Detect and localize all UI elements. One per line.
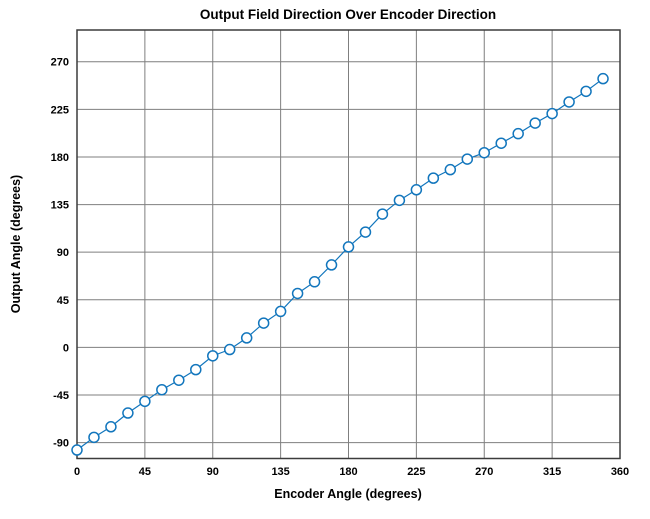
x-tick-label: 90 [207, 466, 219, 478]
data-point-marker [529, 117, 541, 129]
x-tick-label: 225 [407, 466, 425, 478]
y-tick-label: -90 [53, 438, 69, 450]
data-point-marker [291, 287, 304, 300]
x-tick-label: 0 [74, 466, 80, 478]
data-point-marker [512, 127, 524, 140]
data-point-marker [597, 72, 609, 85]
data-point-marker [71, 444, 83, 456]
y-tick-label: 180 [51, 152, 69, 164]
y-tick-label: -45 [53, 390, 69, 402]
y-axis-label: Output Angle (degrees) [9, 174, 23, 314]
data-point-marker [122, 407, 134, 419]
y-tick-label: 135 [51, 200, 69, 212]
data-point-marker [342, 241, 355, 253]
data-point-marker [461, 153, 474, 165]
y-tick-label: 270 [51, 57, 69, 69]
chart-title: Output Field Direction Over Encoder Dire… [199, 7, 497, 22]
x-tick-label: 270 [475, 466, 493, 478]
x-tick-label: 45 [139, 466, 151, 478]
data-point-marker [190, 363, 202, 376]
y-tick-label: 45 [57, 295, 69, 307]
data-point-marker [444, 163, 457, 176]
data-point-marker [173, 374, 185, 386]
x-tick-label: 315 [543, 466, 561, 478]
data-point-marker [139, 395, 151, 408]
data-point-marker [393, 194, 406, 207]
y-tick-label: 225 [51, 104, 69, 116]
data-point-marker [478, 146, 490, 159]
y-tick-label: 90 [57, 247, 69, 259]
data-point-marker [325, 259, 338, 271]
data-point-marker [495, 137, 507, 149]
data-point-marker [563, 96, 575, 108]
axes-box [76, 29, 621, 460]
data-point-marker [88, 431, 100, 444]
data-point-marker [257, 317, 270, 329]
data-point-marker [376, 208, 389, 220]
data-point-marker [223, 343, 236, 356]
data-point-marker [207, 350, 219, 362]
data-point-marker [410, 184, 423, 196]
data-point-marker [546, 107, 558, 120]
x-tick-label: 360 [611, 466, 629, 478]
y-tick-label: 0 [63, 342, 69, 354]
series-line [76, 78, 604, 451]
data-point-marker [274, 305, 287, 318]
data-point-marker [308, 276, 321, 288]
data-point-marker [359, 226, 372, 238]
data-point-marker [156, 383, 168, 396]
x-axis-label: Encoder Angle (degrees) [274, 487, 422, 501]
x-tick-label: 180 [339, 466, 357, 478]
data-point-marker [240, 332, 253, 344]
data-point-marker [580, 85, 592, 98]
data-point-marker [427, 172, 440, 184]
x-tick-label: 135 [271, 466, 289, 478]
data-point-marker [105, 421, 117, 433]
